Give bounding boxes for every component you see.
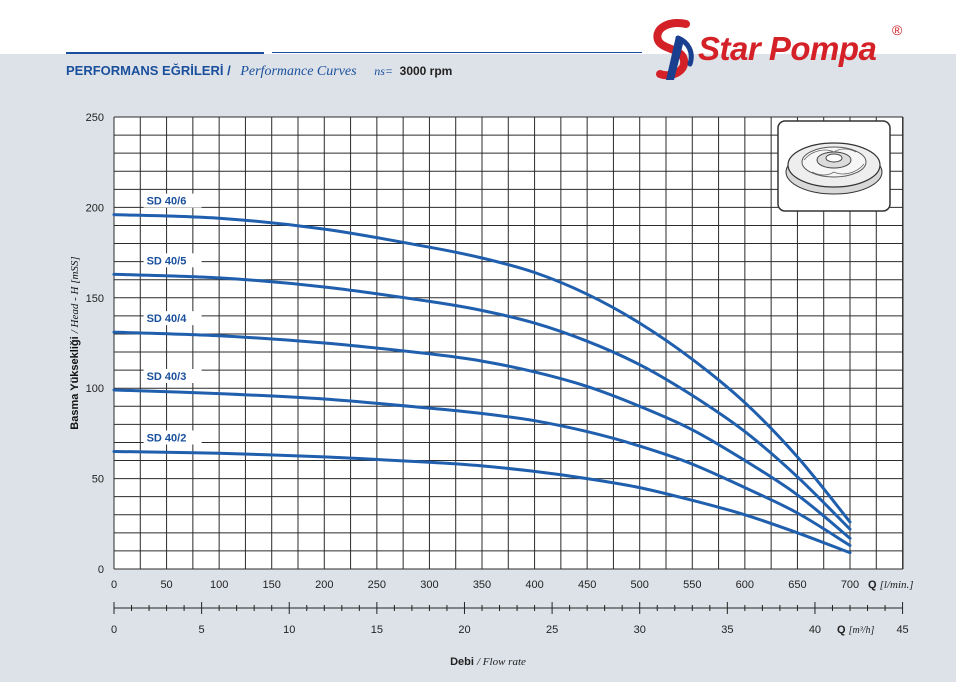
y-tick-label: 50 xyxy=(92,474,104,486)
x2-tick-label: 20 xyxy=(458,624,470,636)
x2-tick-label: 15 xyxy=(371,624,383,636)
title-underline xyxy=(66,52,264,54)
x2-tick-label: 10 xyxy=(283,624,295,636)
series-line-5 xyxy=(112,449,852,555)
x2-tick-label: 40 xyxy=(809,624,821,636)
y-tick-label: 0 xyxy=(98,564,104,576)
x2-tick-label: 30 xyxy=(634,624,646,636)
x-tick-label: 300 xyxy=(420,579,438,591)
x-tick-label: 150 xyxy=(263,579,281,591)
chart-grid xyxy=(113,116,904,570)
x2-axis-unit: Q [m³/h] xyxy=(837,624,875,636)
star-pompa-emblem-icon xyxy=(653,19,694,80)
series-line-3 xyxy=(112,330,852,540)
x-tick-label: 500 xyxy=(631,579,649,591)
x-tick-label: 100 xyxy=(210,579,228,591)
series-label-bg xyxy=(143,311,202,326)
y-tick-label: 200 xyxy=(86,202,104,214)
ns-label: ns= xyxy=(374,64,394,78)
series-line-4 xyxy=(112,388,852,547)
chart-series xyxy=(112,213,852,555)
y-tick-label: 100 xyxy=(86,383,104,395)
series-label-bg xyxy=(143,369,202,384)
series-label-bg xyxy=(143,193,202,208)
chart-header: PERFORMANS EĞRİLERİ / Performance Curves… xyxy=(66,63,452,80)
series-label: SD 40/3 xyxy=(147,371,187,383)
impeller-illustration xyxy=(777,120,891,212)
y-tick-label: 150 xyxy=(86,293,104,305)
y-tick-label: 250 xyxy=(86,112,104,124)
title-rule xyxy=(272,52,642,53)
series-line-1 xyxy=(112,213,852,524)
x-tick-label: 700 xyxy=(841,579,859,591)
x-tick-label: 50 xyxy=(160,579,172,591)
series-label: SD 40/2 xyxy=(147,432,187,444)
registered-mark: ® xyxy=(892,22,903,38)
x-tick-label: 200 xyxy=(315,579,333,591)
header-band xyxy=(0,0,956,54)
y-axis-title: Basma Yüksekliği / Head - H [mSS] xyxy=(69,256,81,429)
series-line-2 xyxy=(112,272,852,531)
chart-labels: SD 40/6 SD 40/5 SD 40/4 SD 40/3 SD 40/2 xyxy=(143,193,202,445)
x-tick-label: 550 xyxy=(683,579,701,591)
x2-tick-label: 0 xyxy=(111,624,117,636)
series-label: SD 40/4 xyxy=(147,313,188,325)
x2-tick-label: 5 xyxy=(199,624,205,636)
x-tick-label: 450 xyxy=(578,579,596,591)
x-tick-label: 400 xyxy=(525,579,543,591)
x-tick-label: 250 xyxy=(368,579,386,591)
x-axis-unit: Q [l/min.] xyxy=(868,579,914,591)
brand-name: Star Pompa xyxy=(698,30,877,67)
series-label: SD 40/5 xyxy=(147,255,187,267)
series-label-bg xyxy=(143,253,202,268)
speed-value: 3000 rpm xyxy=(399,64,453,78)
x-tick-label: 650 xyxy=(788,579,806,591)
x-tick-label: 600 xyxy=(736,579,754,591)
series-label-bg xyxy=(143,430,202,445)
x2-tick-label: 35 xyxy=(721,624,733,636)
title-en: Performance Curves xyxy=(240,64,357,79)
x2-tick-label: 45 xyxy=(896,624,908,636)
series-label: SD 40/6 xyxy=(147,196,187,208)
title-tr: PERFORMANS EĞRİLERİ xyxy=(66,63,224,78)
x-tick-label: 0 xyxy=(111,579,117,591)
x-tick-label: 350 xyxy=(473,579,491,591)
brand-logo: Star Pompa ® xyxy=(648,18,908,88)
x2-tick-label: 25 xyxy=(546,624,558,636)
x-axis-title: Debi / Flow rate xyxy=(450,656,526,668)
title-separator: / xyxy=(227,63,231,78)
